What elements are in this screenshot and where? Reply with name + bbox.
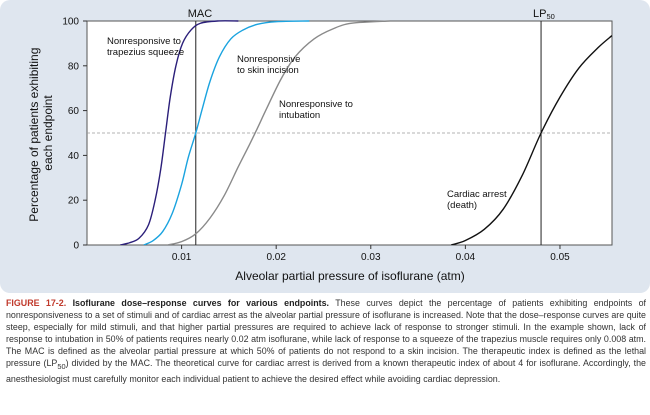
axis-ticks: 0.01 0.02 0.03 0.04 0.05 0 20 40 60 80 100 bbox=[62, 17, 570, 264]
dose-response-chart: 0.01 0.02 0.03 0.04 0.05 0 20 40 60 80 100 Nonresp… bbox=[27, 8, 613, 283]
curves bbox=[119, 20, 612, 245]
curve-trapezius bbox=[119, 20, 239, 245]
label-cardiac-arrest: Cardiac arrest (death) bbox=[447, 189, 509, 211]
lp50-label: LP50 bbox=[533, 8, 555, 21]
caption-body: These curves depict the percentage of pa… bbox=[6, 298, 646, 369]
caption-figure-title: Isoflurane dose–response curves for vari… bbox=[72, 298, 329, 308]
y-tick-label: 0 bbox=[73, 241, 79, 252]
x-tick-label: 0.03 bbox=[361, 252, 381, 263]
y-tick-label: 20 bbox=[68, 196, 80, 207]
figure-caption: FIGURE 17-2. Isoflurane dose–response cu… bbox=[6, 297, 646, 385]
y-tick-label: 100 bbox=[62, 17, 79, 28]
y-axis-title: Percentage of patients exhibiting each e… bbox=[27, 44, 55, 221]
mac-label: MAC bbox=[188, 8, 213, 20]
caption-figure-label: FIGURE 17-2. bbox=[6, 298, 67, 308]
x-tick-label: 0.01 bbox=[172, 252, 192, 263]
y-tick-label: 40 bbox=[68, 151, 80, 162]
label-skin-incision: Nonresponsive to skin incision bbox=[237, 54, 303, 76]
x-axis-title: Alveolar partial pressure of isoflurane … bbox=[235, 269, 464, 283]
x-tick-label: 0.02 bbox=[266, 252, 286, 263]
y-tick-label: 80 bbox=[68, 61, 80, 72]
x-tick-label: 0.05 bbox=[550, 252, 570, 263]
caption-body-end: ) divided by the MAC. The theoretical cu… bbox=[6, 358, 646, 385]
curve-cardiac-arrest bbox=[450, 35, 612, 245]
label-intubation: Nonresponsive to intubation bbox=[279, 99, 356, 121]
curve-intubation bbox=[167, 20, 390, 245]
label-trapezius: Nonresponsive to trapezius squeeze bbox=[107, 36, 184, 58]
curve-skin-incision bbox=[143, 20, 310, 245]
x-tick-label: 0.04 bbox=[456, 252, 476, 263]
caption-subscript: 50 bbox=[57, 362, 66, 372]
y-tick-label: 60 bbox=[68, 106, 80, 117]
